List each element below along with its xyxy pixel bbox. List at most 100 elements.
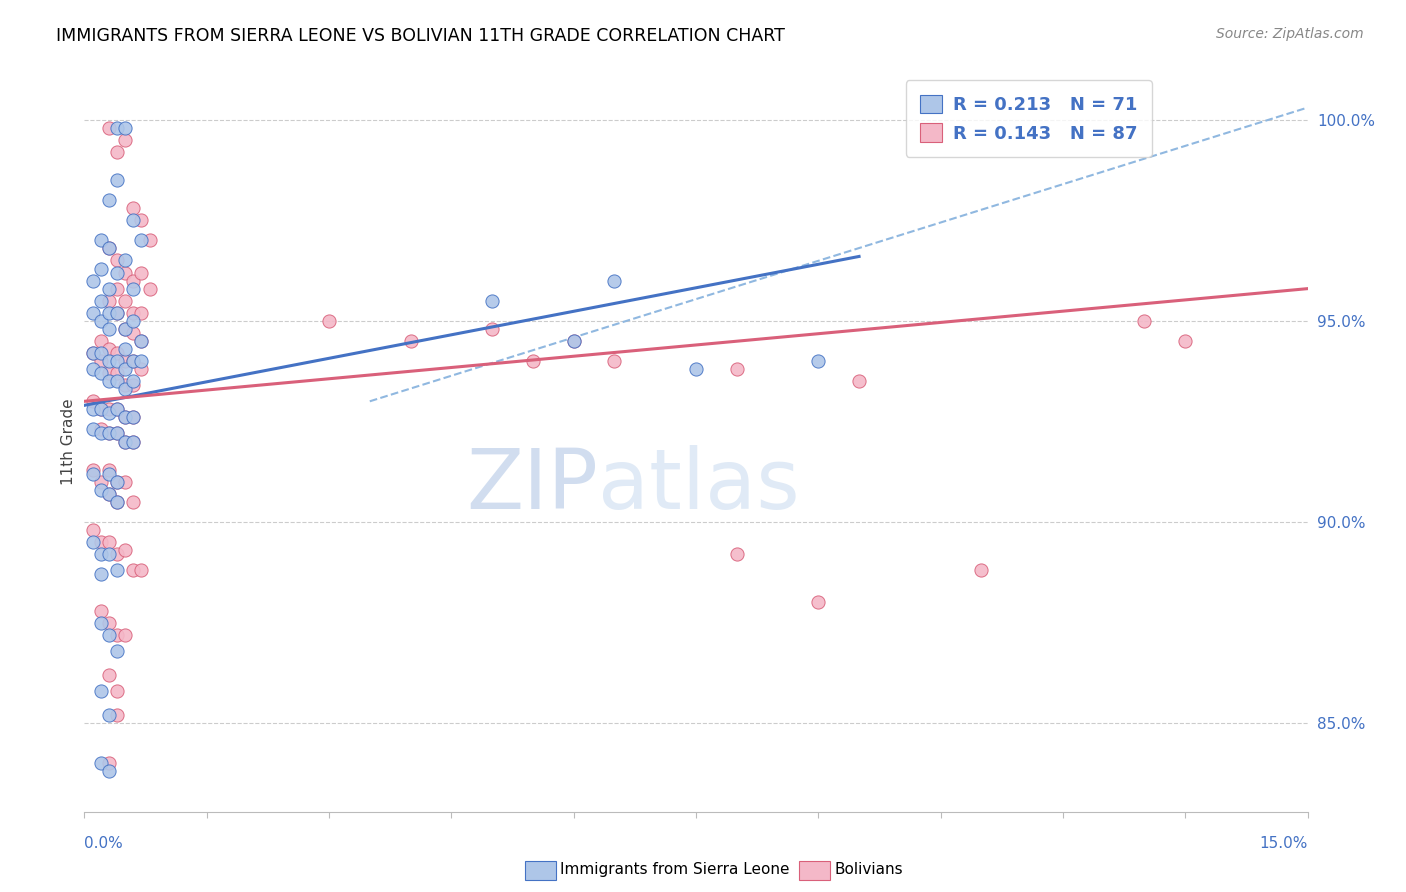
Point — [97, 628, 120, 642]
Point — [105, 266, 128, 280]
Point — [1133, 314, 1156, 328]
Point — [481, 322, 503, 336]
Point — [122, 410, 145, 425]
Point — [90, 293, 112, 308]
Point — [97, 467, 120, 481]
Point — [105, 366, 128, 380]
Point — [90, 354, 112, 368]
Point — [105, 145, 128, 159]
Point — [90, 567, 112, 582]
Point — [131, 233, 153, 247]
Point — [138, 282, 160, 296]
Point — [90, 402, 112, 417]
Point — [105, 547, 128, 561]
Point — [122, 434, 145, 449]
Point — [122, 282, 145, 296]
Legend: R = 0.213   N = 71, R = 0.143   N = 87: R = 0.213 N = 71, R = 0.143 N = 87 — [905, 80, 1152, 157]
Point — [90, 615, 112, 630]
Point — [97, 402, 120, 417]
Text: 15.0%: 15.0% — [1260, 836, 1308, 851]
Point — [114, 120, 136, 135]
Point — [90, 366, 112, 380]
Point — [90, 547, 112, 561]
Point — [131, 334, 153, 348]
Point — [105, 644, 128, 658]
Point — [114, 342, 136, 356]
Point — [90, 483, 112, 497]
Point — [114, 133, 136, 147]
Text: Source: ZipAtlas.com: Source: ZipAtlas.com — [1216, 27, 1364, 41]
Point — [105, 708, 128, 723]
Point — [97, 756, 120, 771]
Point — [90, 402, 112, 417]
Point — [105, 495, 128, 509]
Point — [562, 334, 585, 348]
Point — [97, 547, 120, 561]
Point — [97, 426, 120, 441]
Point — [131, 362, 153, 376]
Point — [131, 266, 153, 280]
Point — [131, 306, 153, 320]
Point — [399, 334, 422, 348]
Point — [105, 628, 128, 642]
Point — [97, 615, 120, 630]
Point — [97, 463, 120, 477]
Point — [122, 274, 145, 288]
Text: ZIP: ZIP — [467, 445, 598, 526]
Point — [114, 253, 136, 268]
Point — [105, 374, 128, 388]
Point — [105, 426, 128, 441]
Point — [725, 547, 748, 561]
Point — [90, 422, 112, 436]
Point — [97, 764, 120, 779]
Point — [97, 535, 120, 549]
Point — [105, 563, 128, 577]
Text: Immigrants from Sierra Leone: Immigrants from Sierra Leone — [560, 863, 789, 877]
Point — [603, 354, 626, 368]
Point — [97, 366, 120, 380]
Point — [114, 434, 136, 449]
Point — [481, 293, 503, 308]
Point — [97, 306, 120, 320]
Point — [90, 535, 112, 549]
Point — [114, 410, 136, 425]
Point — [82, 422, 104, 436]
Point — [82, 467, 104, 481]
Point — [114, 434, 136, 449]
Point — [114, 382, 136, 396]
Point — [138, 233, 160, 247]
Point — [114, 410, 136, 425]
Point — [122, 306, 145, 320]
Point — [122, 563, 145, 577]
Point — [82, 402, 104, 417]
Point — [122, 354, 145, 368]
Point — [97, 342, 120, 356]
Point — [105, 253, 128, 268]
Point — [82, 346, 104, 360]
Point — [114, 266, 136, 280]
Point — [97, 241, 120, 255]
Point — [685, 362, 707, 376]
Text: IMMIGRANTS FROM SIERRA LEONE VS BOLIVIAN 11TH GRADE CORRELATION CHART: IMMIGRANTS FROM SIERRA LEONE VS BOLIVIAN… — [56, 27, 785, 45]
Point — [90, 684, 112, 698]
Point — [97, 120, 120, 135]
Point — [97, 406, 120, 420]
Point — [97, 293, 120, 308]
Point — [131, 334, 153, 348]
Point — [122, 326, 145, 340]
Point — [122, 495, 145, 509]
Point — [105, 173, 128, 187]
Point — [105, 282, 128, 296]
Point — [105, 306, 128, 320]
Point — [90, 475, 112, 489]
Point — [82, 362, 104, 376]
Point — [97, 282, 120, 296]
Text: atlas: atlas — [598, 445, 800, 526]
Point — [114, 543, 136, 558]
Point — [114, 628, 136, 642]
Point — [82, 306, 104, 320]
Point — [105, 402, 128, 417]
Point — [122, 213, 145, 227]
Point — [82, 274, 104, 288]
Point — [114, 362, 136, 376]
